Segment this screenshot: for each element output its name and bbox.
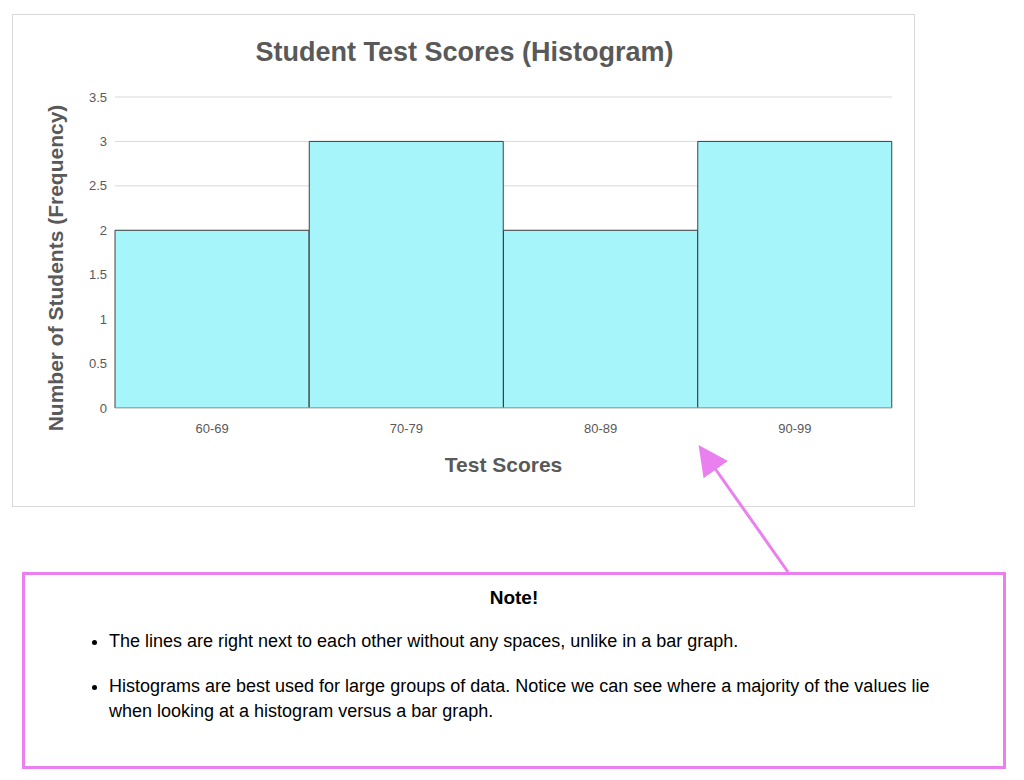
- svg-text:0: 0: [100, 401, 107, 416]
- svg-text:90-99: 90-99: [778, 421, 811, 436]
- html-text:Test Scores: Test Scores: [444, 453, 563, 476]
- svg-text:70-79: 70-79: [390, 421, 423, 436]
- svg-text:2: 2: [100, 223, 107, 238]
- html-text:The lines are right next to ea: The lines are right next to each other w…: [109, 631, 739, 651]
- svg-text:80-89: 80-89: [584, 421, 617, 436]
- html-text:Note!: Note!: [489, 587, 539, 608]
- html-text:Student Test Scores (Histogram: Student Test Scores (Histogram): [255, 37, 674, 67]
- svg-text:3: 3: [100, 134, 107, 149]
- svg-text:0.5: 0.5: [89, 356, 107, 371]
- svg-text:1: 1: [100, 312, 107, 327]
- svg-text:60-69: 60-69: [196, 421, 229, 436]
- html-text:Histograms are best used for l: Histograms are best used for large group…: [109, 676, 930, 721]
- svg-text:2.5: 2.5: [89, 178, 107, 193]
- svg-text:1.5: 1.5: [89, 267, 107, 282]
- html-text:Number of Students (Frequency): Number of Students (Frequency): [44, 104, 67, 432]
- svg-text:3.5: 3.5: [89, 90, 107, 105]
